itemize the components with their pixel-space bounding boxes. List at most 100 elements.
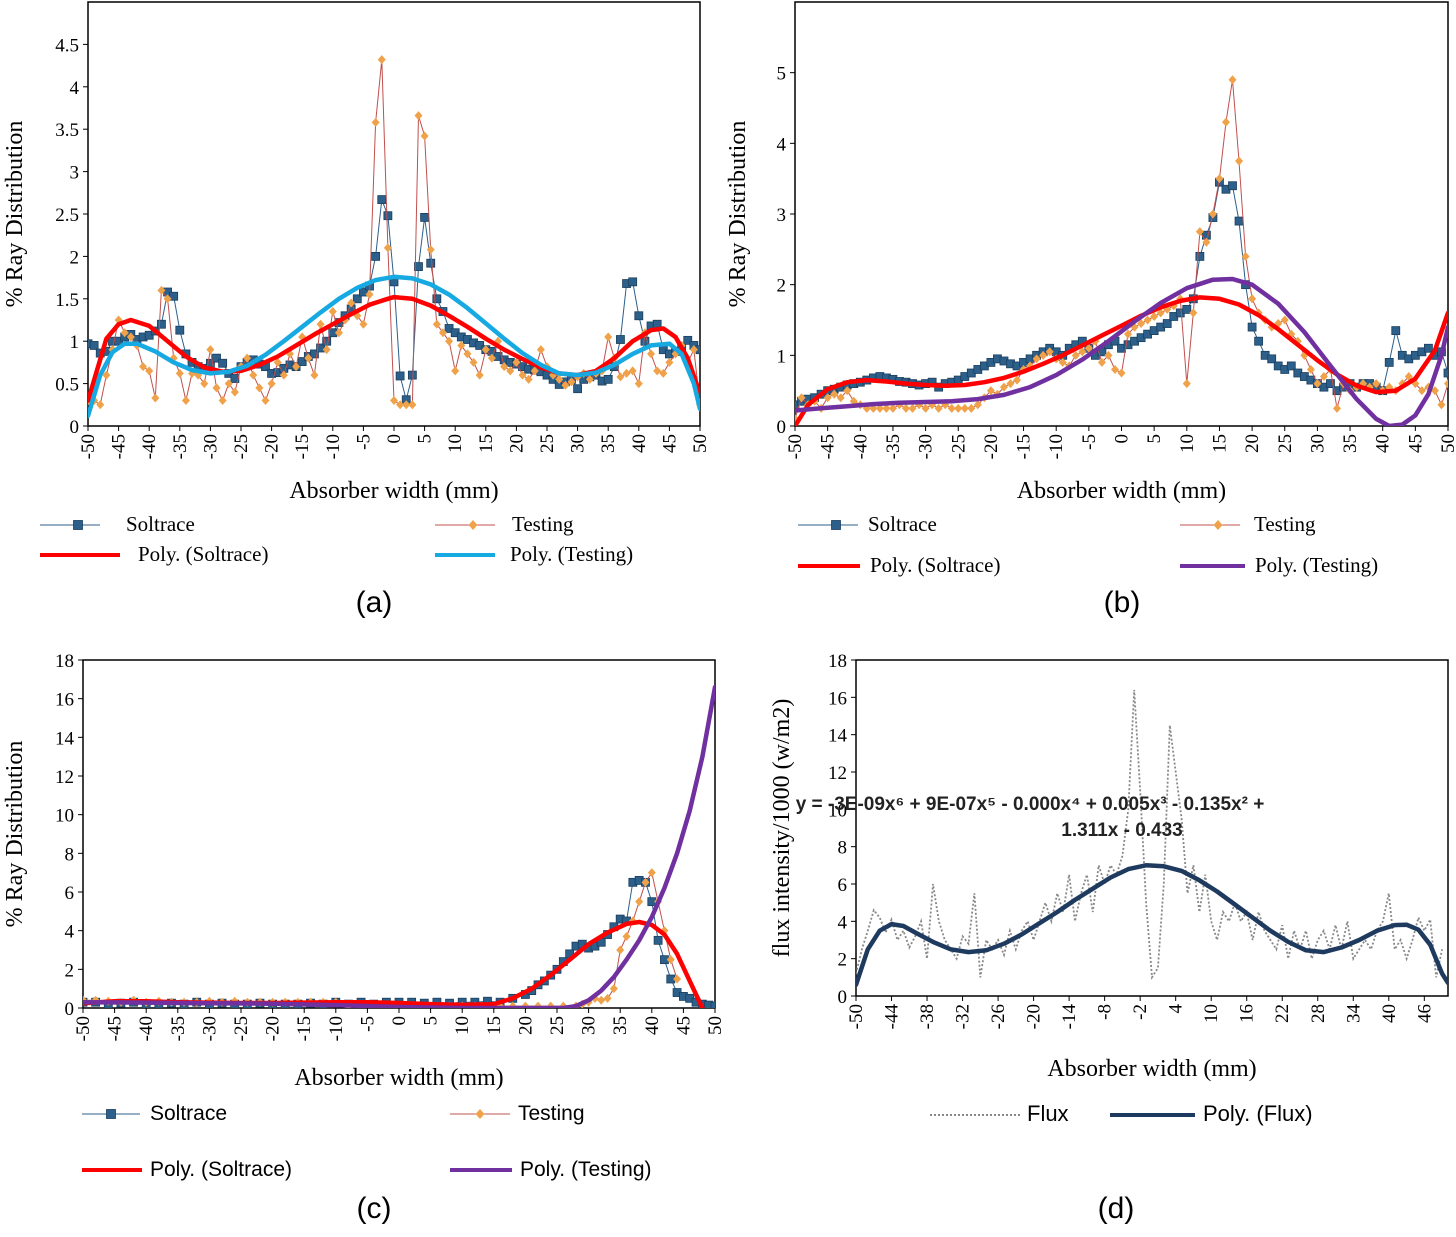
point-testing	[960, 403, 969, 413]
point-testing	[334, 328, 343, 338]
point-testing	[954, 403, 963, 413]
point-testing	[635, 897, 644, 907]
x-tick-label: -45	[109, 434, 130, 459]
x-tick-label: 10	[1201, 1004, 1222, 1023]
point-testing	[365, 290, 374, 300]
point-testing	[673, 974, 682, 984]
point-testing	[1404, 372, 1413, 382]
point-testing	[1182, 379, 1191, 389]
point-testing	[487, 353, 496, 363]
point-soltrace	[383, 211, 393, 221]
point-testing	[512, 357, 521, 367]
x-tick-label: 10	[445, 434, 466, 453]
point-testing	[1208, 209, 1217, 219]
point-testing	[1117, 368, 1126, 378]
y-axis-label: % Ray Distribution	[2, 121, 28, 308]
y-axis-label: % Ray Distribution	[725, 121, 751, 308]
panel-caption: (d)	[1098, 1192, 1135, 1225]
point-soltrace	[1267, 354, 1277, 364]
y-tick-label: 0	[838, 987, 848, 1008]
legend-entry-soltrace: Soltrace	[40, 512, 195, 536]
y-tick-label: 2	[70, 247, 80, 268]
y-tick-label: 5	[777, 64, 787, 85]
point-testing	[518, 370, 527, 380]
x-tick-label: 45	[673, 1016, 694, 1035]
plot-frame	[794, 1, 1449, 427]
point-testing	[1437, 400, 1446, 410]
point-testing	[797, 393, 806, 403]
point-testing	[585, 374, 594, 384]
point-testing	[1248, 294, 1257, 304]
point-soltrace	[683, 335, 693, 345]
point-testing	[1097, 357, 1106, 367]
x-tick-label: -10	[323, 434, 344, 459]
y-tick-label: 12	[55, 767, 74, 788]
x-tick-label: -14	[1059, 1004, 1080, 1030]
series-line-poly	[856, 863, 1448, 988]
plot-area	[88, 55, 700, 419]
y-tick-label: 0	[70, 417, 80, 438]
x-tick-label: -10	[326, 1016, 347, 1041]
x-tick-label: 15	[476, 434, 497, 453]
x-tick-label: -30	[200, 434, 221, 459]
x-tick-label: 34	[1343, 1004, 1364, 1024]
point-soltrace	[653, 935, 663, 945]
y-tick-label: 16	[828, 688, 847, 709]
x-tick-label: -25	[231, 1016, 252, 1041]
x-tick-label: 5	[415, 434, 436, 444]
legend-entry-testing: Testing	[435, 512, 574, 536]
x-tick-label: -30	[199, 1016, 220, 1041]
point-testing	[973, 400, 982, 410]
legend-entry-poly1: Poly. (Soltrace)	[798, 553, 1000, 577]
x-tick-label: 20	[506, 434, 527, 453]
point-testing	[267, 379, 276, 389]
y-tick-label: 3	[70, 163, 80, 184]
point-soltrace	[1195, 251, 1205, 261]
point-soltrace	[218, 358, 228, 368]
point-testing	[1045, 347, 1054, 357]
point-testing	[666, 955, 675, 965]
x-tick-label: -20	[262, 434, 283, 459]
point-testing	[249, 370, 258, 380]
point-soltrace	[175, 325, 185, 335]
point-testing	[603, 993, 612, 1003]
x-tick-label: -44	[882, 1004, 903, 1030]
x-tick-label: 20	[515, 1016, 536, 1035]
point-testing	[96, 400, 105, 410]
point-testing	[665, 357, 674, 367]
point-soltrace	[407, 370, 417, 380]
point-soltrace	[573, 384, 582, 394]
point-testing	[1143, 315, 1152, 325]
point-testing	[647, 868, 656, 878]
x-tick-label: -20	[1024, 1004, 1045, 1029]
point-testing	[500, 362, 509, 372]
legend-label: Poly. (Testing)	[510, 542, 633, 566]
point-soltrace	[1326, 379, 1335, 389]
legend-entry-soltrace: Soltrace	[798, 512, 937, 536]
legend-entry-testing: Testing	[1180, 512, 1316, 536]
point-testing	[1058, 357, 1067, 367]
legend-label: Poly. (Flux)	[1203, 1101, 1313, 1126]
point-testing	[426, 245, 435, 255]
point-soltrace	[1234, 216, 1244, 226]
point-soltrace	[169, 291, 179, 301]
point-testing	[377, 55, 386, 65]
x-tick-label: -25	[231, 434, 252, 459]
point-testing	[175, 368, 184, 378]
x-tick-label: -20	[263, 1016, 284, 1041]
legend-label: Poly. (Soltrace)	[870, 553, 1000, 577]
legend-marker-diamond	[1213, 520, 1223, 530]
point-testing	[659, 368, 668, 378]
point-testing	[371, 117, 380, 127]
y-tick-label: 0.5	[55, 375, 79, 396]
legend-marker-square	[831, 520, 841, 530]
point-testing	[408, 400, 417, 410]
x-tick-label: 5	[1144, 434, 1165, 444]
plot-area	[795, 75, 1448, 426]
x-tick-label: -20	[981, 434, 1002, 459]
x-tick-label: -10	[1046, 434, 1067, 459]
point-soltrace	[426, 258, 436, 268]
point-testing	[908, 403, 917, 413]
point-testing	[420, 131, 429, 141]
